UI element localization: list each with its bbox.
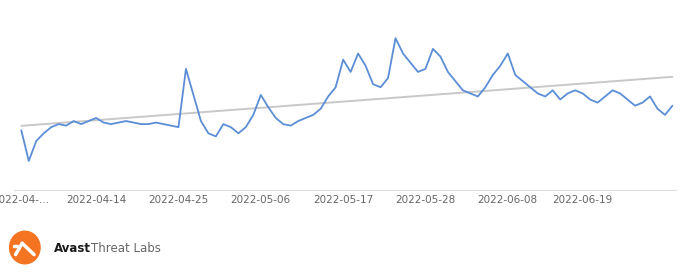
Text: Threat Labs: Threat Labs (91, 242, 161, 255)
Circle shape (10, 231, 40, 264)
Text: Avast: Avast (54, 242, 91, 255)
